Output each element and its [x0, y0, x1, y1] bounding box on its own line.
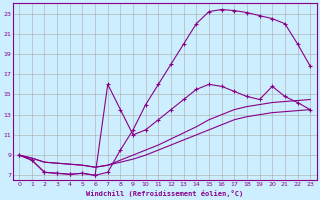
X-axis label: Windchill (Refroidissement éolien,°C): Windchill (Refroidissement éolien,°C)	[86, 190, 243, 197]
